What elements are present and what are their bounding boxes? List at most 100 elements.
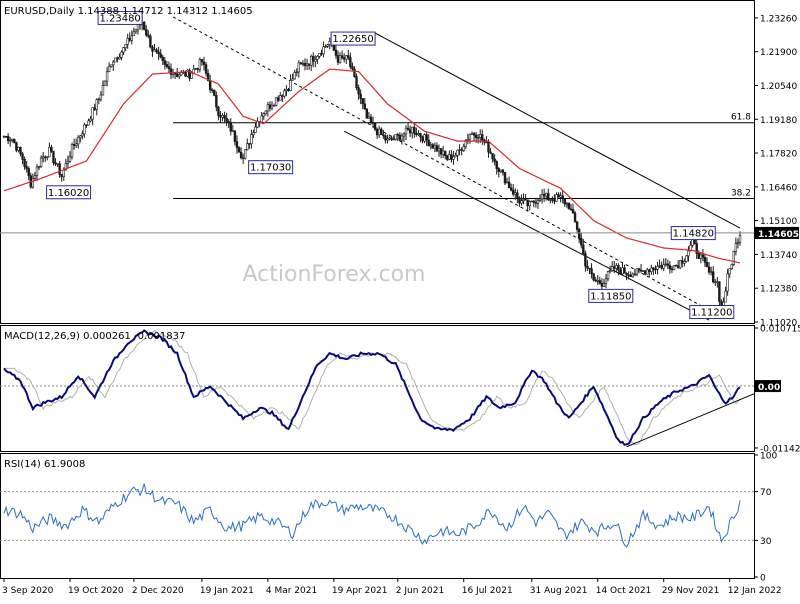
macd-layer — [0, 329, 755, 448]
candle-body — [54, 162, 57, 165]
price-candle — [285, 85, 288, 97]
candle-body — [159, 53, 162, 58]
price-candle — [229, 118, 232, 136]
candle-body — [309, 56, 313, 66]
price-candle — [39, 155, 43, 168]
price-candle — [248, 142, 251, 149]
price-candle — [120, 50, 123, 61]
candle-body — [726, 273, 729, 292]
price-candle — [707, 262, 711, 275]
price-candle — [250, 129, 253, 149]
price-candle — [547, 188, 550, 202]
price-candle — [37, 165, 41, 171]
price-candle — [369, 114, 373, 125]
price-candle — [46, 156, 49, 161]
date-axis-label: 12 Jan 2022 — [728, 586, 782, 596]
price-candle — [532, 200, 536, 208]
price-candle — [503, 172, 507, 186]
candle-body — [443, 150, 447, 156]
price-candle — [561, 190, 564, 204]
price-candle — [600, 278, 604, 291]
price-panel-frame — [0, 0, 755, 324]
annotation-label: 1.11850 — [590, 291, 631, 302]
candle-body — [411, 126, 414, 134]
price-candle — [202, 56, 206, 71]
date-axis-label: 19 Oct 2020 — [68, 586, 124, 596]
candle-body — [584, 253, 587, 267]
price-candle — [468, 133, 472, 144]
price-candle — [621, 262, 624, 276]
candle-body — [324, 45, 327, 48]
price-candle — [606, 270, 610, 282]
candle-body — [60, 174, 63, 177]
price-candle — [443, 150, 447, 160]
price-candle — [703, 254, 707, 267]
price-candle — [299, 61, 303, 65]
candle-body — [248, 143, 251, 145]
candle-body — [460, 149, 463, 151]
candle-body — [254, 126, 257, 133]
price-candle — [672, 264, 676, 271]
price-candle — [165, 60, 169, 69]
candle-body — [58, 163, 61, 175]
price-candle — [196, 67, 199, 73]
candle-body — [314, 59, 317, 62]
annotation-box — [330, 31, 376, 46]
price-candle — [489, 147, 492, 154]
candle-body — [446, 155, 449, 160]
candle-body — [246, 143, 249, 150]
candle-body — [81, 133, 84, 137]
annotation-box — [588, 288, 634, 303]
candle-body — [68, 156, 72, 162]
candle-body — [711, 271, 715, 283]
annotation-label: 1.14820 — [673, 229, 714, 240]
candle-body — [580, 237, 583, 246]
price-axis-label: 1.11020 — [760, 319, 797, 329]
price-candle — [639, 264, 643, 273]
candle-body — [371, 122, 375, 124]
candle-body — [573, 212, 577, 222]
price-candle — [590, 263, 593, 279]
candle-body — [516, 192, 519, 199]
price-candle — [328, 37, 331, 50]
price-candle — [388, 136, 391, 141]
annotation-box — [46, 185, 92, 200]
price-candle — [505, 177, 509, 184]
candle-body — [89, 118, 92, 122]
candle-body — [211, 89, 214, 91]
candle-body — [732, 251, 736, 265]
candle-body — [204, 64, 208, 74]
candle-body — [190, 72, 193, 79]
price-candle — [406, 122, 410, 131]
price-candle — [153, 43, 156, 52]
price-candle — [569, 203, 573, 212]
candle-body — [52, 150, 55, 163]
price-candle — [738, 231, 742, 246]
price-candle — [631, 272, 634, 278]
candle-body — [237, 147, 241, 153]
date-axis-label: 19 Jan 2021 — [200, 586, 254, 596]
candle-body — [128, 37, 131, 41]
candle-body — [421, 136, 424, 142]
price-candle — [274, 97, 278, 107]
price-candle — [470, 131, 474, 135]
price-candle — [312, 52, 315, 68]
price-candle — [617, 263, 620, 276]
candle-body — [670, 268, 674, 271]
price-candle — [56, 163, 59, 168]
price-candle — [276, 95, 280, 103]
price-candle — [266, 101, 270, 117]
candle-body — [233, 130, 237, 142]
price-candle — [60, 174, 63, 182]
candle-body — [215, 95, 218, 108]
price-level-annotation: 1.17030 — [248, 160, 294, 175]
candle-body — [559, 195, 562, 198]
annotation-label: 1.17030 — [250, 163, 291, 174]
price-candle — [563, 197, 566, 207]
price-candle — [8, 136, 12, 147]
candle-body — [672, 265, 676, 271]
candle-body — [283, 90, 286, 97]
candle-body — [458, 149, 461, 151]
candle-body — [499, 169, 503, 173]
